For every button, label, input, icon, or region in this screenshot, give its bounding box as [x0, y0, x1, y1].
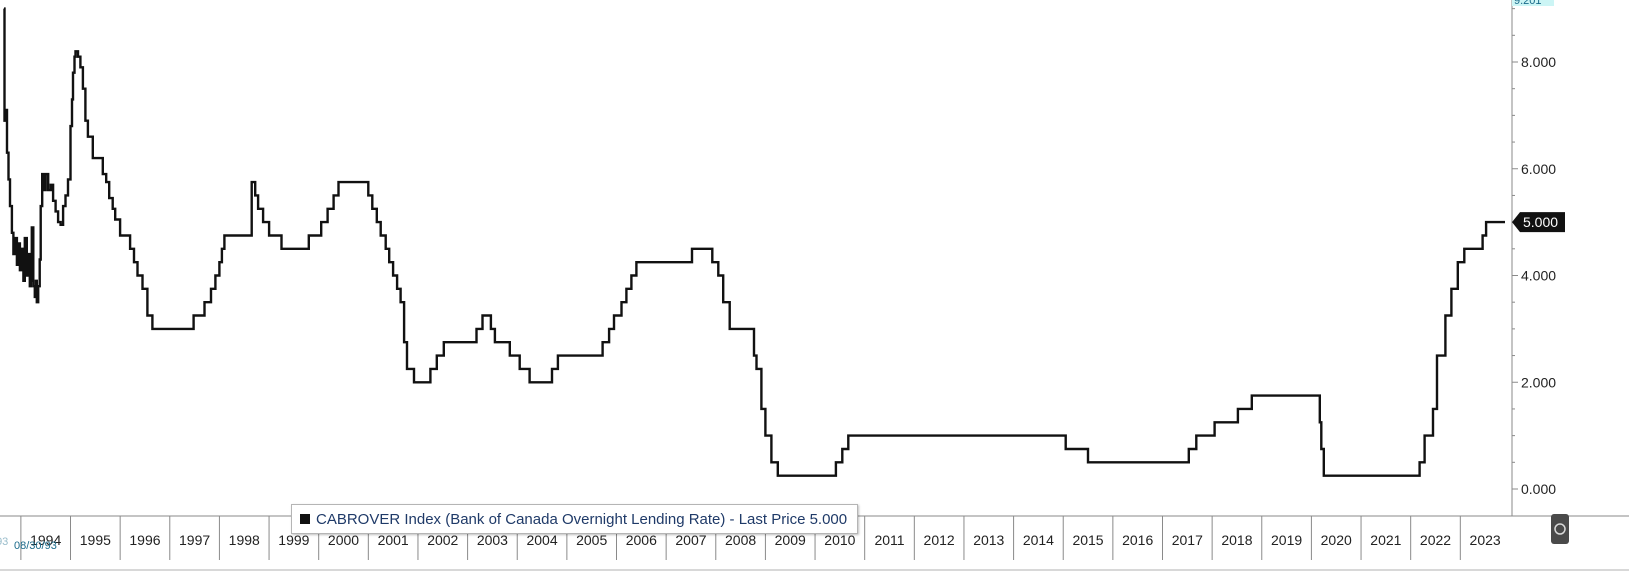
x-tick-label: 2012 — [924, 532, 955, 548]
x-tick-label: 2005 — [576, 532, 607, 548]
y-tick-label: 2.000 — [1521, 374, 1556, 390]
x-tick-label: 2019 — [1271, 532, 1302, 548]
x-tick-label: 2001 — [378, 532, 409, 548]
x-tick-label: 2013 — [973, 532, 1004, 548]
start-date-label: 08/30/93 — [14, 540, 57, 552]
last-price-badge — [1512, 212, 1565, 233]
scroll-icon — [1554, 523, 1566, 535]
legend-swatch — [300, 514, 310, 524]
x-tick-label: 1995 — [80, 532, 111, 548]
x-tick-label: 1993 — [0, 536, 8, 548]
x-tick-label: 2011 — [874, 532, 904, 548]
legend-label: CABROVER Index (Bank of Canada Overnight… — [316, 510, 848, 528]
x-tick-label: 2009 — [775, 532, 806, 548]
x-tick-label: 2007 — [675, 532, 706, 548]
y-axis: 0.000 2.000 4.000 6.000 8.000 9.201 5.000 — [1512, 0, 1569, 544]
x-tick-label: 2014 — [1023, 532, 1054, 548]
y-tick-label: 8.000 — [1521, 54, 1556, 70]
x-tick-label: 1994 — [30, 532, 61, 548]
x-tick-label: 2010 — [824, 532, 855, 548]
y-tick-label: 6.000 — [1521, 161, 1556, 177]
x-tick-label: 2015 — [1072, 532, 1103, 548]
x-tick-label: 2018 — [1221, 532, 1252, 548]
x-tick-label: 2023 — [1470, 532, 1501, 548]
x-tick-label: 2017 — [1172, 532, 1203, 548]
x-tick-label: 2002 — [427, 532, 458, 548]
x-tick-label: 2006 — [626, 532, 657, 548]
y-top-label: 9.201 — [1514, 0, 1542, 7]
series-line-0 — [3, 7, 1505, 477]
x-tick-label: 1996 — [129, 532, 160, 548]
x-tick-label: 2000 — [328, 532, 359, 548]
x-axis: 1993 1994 1995 1996 1997 1998 1999 2000 2001 2002… — [0, 516, 1501, 560]
x-tick-label: 2022 — [1420, 532, 1451, 548]
x-tick-label: 2003 — [477, 532, 508, 548]
y-tick-label: 4.000 — [1521, 268, 1556, 284]
legend: CABROVER Index (Bank of Canada Overnight… — [291, 504, 859, 534]
x-tick-label: 1997 — [179, 532, 210, 548]
last-price-label: 5.000 — [1523, 214, 1558, 230]
x-tick-label: 2004 — [526, 532, 557, 548]
x-tick-label: 1999 — [278, 532, 309, 548]
y-top-label-bg — [1512, 0, 1554, 6]
x-tick-label: 2021 — [1370, 532, 1401, 548]
x-tick-label: 1998 — [229, 532, 260, 548]
x-tick-label: 2016 — [1122, 532, 1153, 548]
chart-scroll-button[interactable] — [1551, 514, 1569, 544]
x-tick-label: 2008 — [725, 532, 756, 548]
x-tick-label: 2020 — [1321, 532, 1352, 548]
series-layer — [3, 7, 1505, 477]
y-tick-label: 0.000 — [1521, 481, 1556, 497]
